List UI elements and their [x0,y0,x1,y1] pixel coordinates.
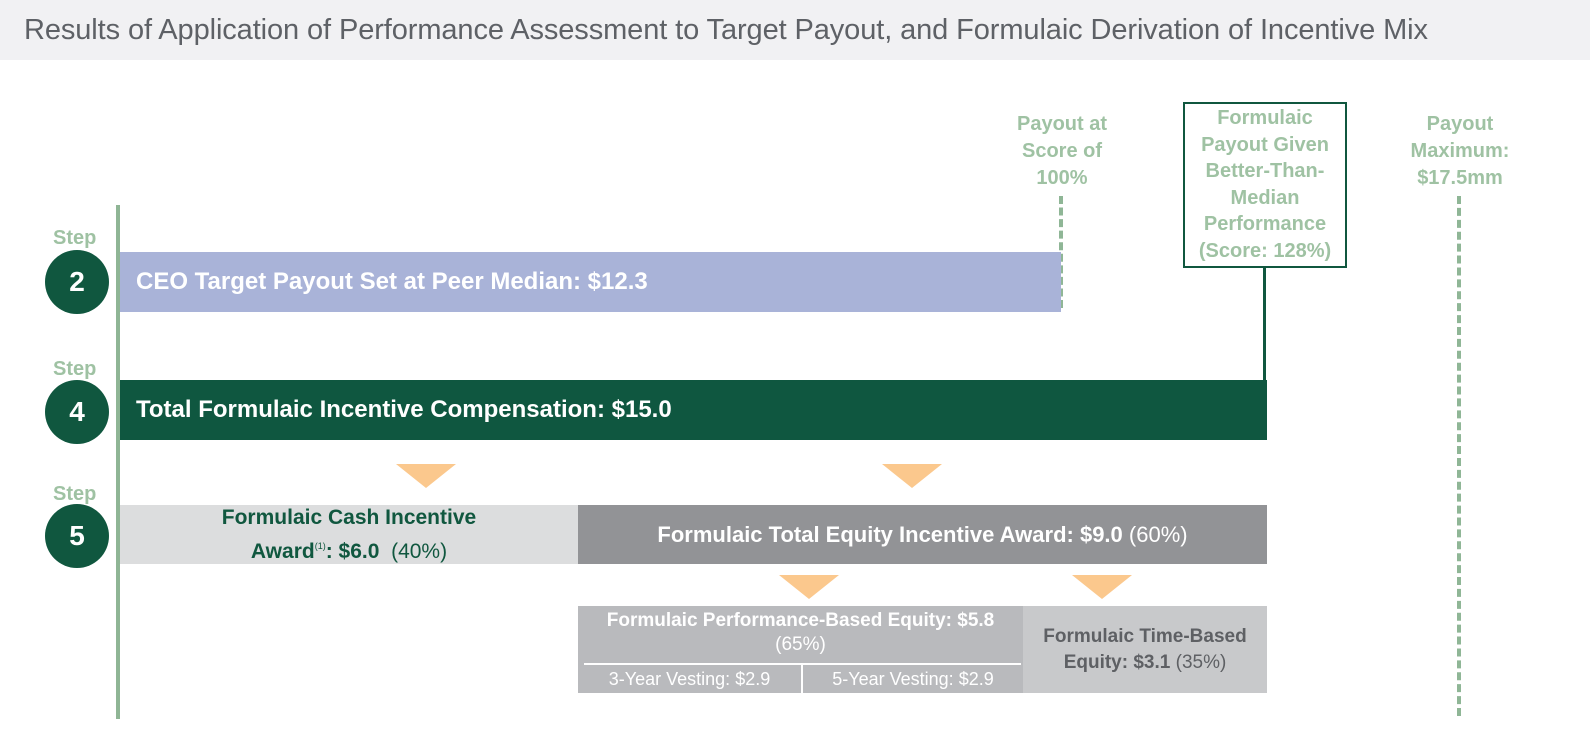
step-2-circle: 2 [45,250,109,314]
cash-incentive-box: Formulaic Cash Incentive Award(1): $6.0 … [120,505,578,564]
time-based-equity-box: Formulaic Time-Based Equity: $3.1 (35%) [1023,606,1267,693]
header-band [0,0,1590,60]
down-arrow-equity [882,464,942,488]
performance-equity-title: Formulaic Performance-Based Equity: $5.8 [606,610,995,631]
vesting-3-year: 3-Year Vesting: $2.9 [608,669,771,689]
cash-line-2: Award(1): $6.0 (40%) [250,539,448,563]
timeline-line [116,205,120,719]
payout-max-label: Payout Maximum: $17.5mm [1410,113,1510,189]
step-5-label: Step [53,483,97,505]
performance-divider [584,663,1021,665]
down-arrow-time [1072,575,1132,599]
time-equity-pct: (35%) [1175,651,1227,673]
step-5-circle: 5 [45,504,109,568]
total-incentive-bar: Total Formulaic Incentive Compensation: … [120,380,1267,440]
footnote-marker: (1) [314,540,326,551]
performance-equity-box: Formulaic Performance-Based Equity: $5.8… [578,606,1023,693]
equity-label: Formulaic Total Equity Incentive Award: … [657,521,1123,547]
down-arrow-cash [396,464,456,488]
formulaic-payout-box: Formulaic Payout Given Better-Than- Medi… [1183,102,1347,268]
page-title: Results of Application of Performance As… [24,14,1428,46]
vesting-5-year: 5-Year Vesting: $2.9 [832,669,994,689]
time-equity-line-2: Equity: $3.1 (35%) [1063,651,1227,673]
step-4-label: Step [53,358,97,380]
down-arrow-performance [779,575,839,599]
time-equity-line-1: Formulaic Time-Based [1043,625,1247,647]
performance-equity-pct: (65%) [775,634,826,655]
ceo-target-payout-bar: CEO Target Payout Set at Peer Median: $1… [120,252,1061,312]
formulaic-connector-line [1263,268,1266,382]
cash-line-1: Formulaic Cash Incentive [221,505,477,529]
total-equity-box: Formulaic Total Equity Incentive Award: … [578,505,1267,564]
vesting-divider [801,665,803,693]
equity-pct: (60%) [1128,521,1188,547]
payout-100-dashed-line [1059,196,1063,308]
cash-pct: (40%) [391,539,448,563]
step-2-label: Step [53,227,97,249]
step-4-circle: 4 [45,380,109,444]
payout-max-dashed-line [1457,196,1461,716]
payout-100-label: Payout at Score of 100% [1016,113,1108,189]
